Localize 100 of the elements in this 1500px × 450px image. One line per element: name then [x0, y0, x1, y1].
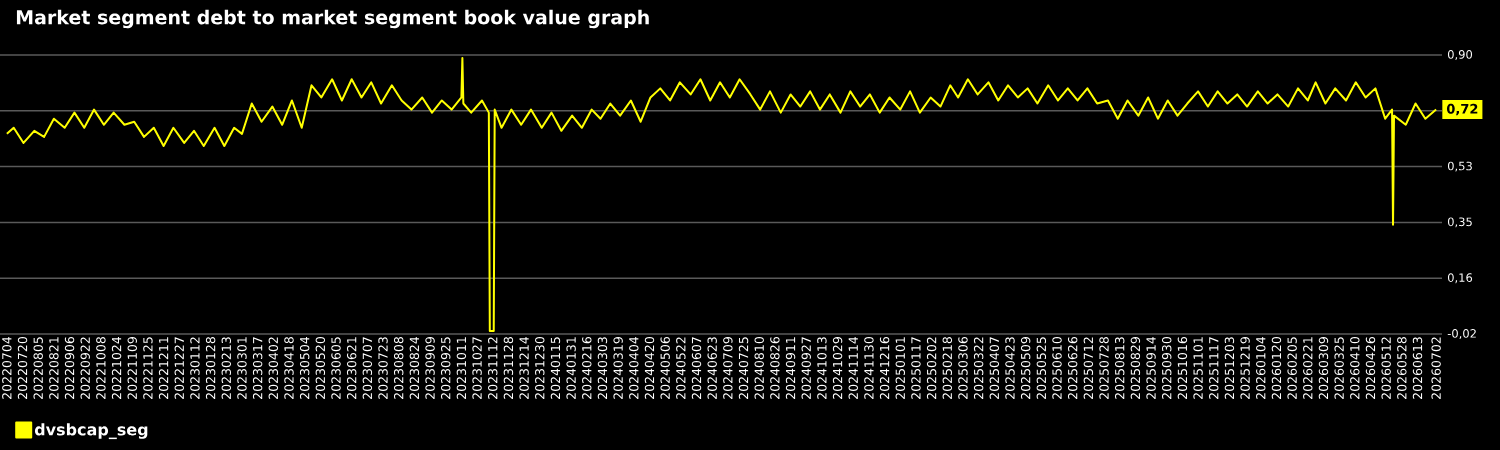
x-tick-label: 20250306: [958, 337, 968, 399]
x-tick-label: 20250728: [1099, 337, 1109, 399]
x-tick-label: 20240927: [801, 337, 811, 399]
x-tick-label: 20240319: [613, 337, 623, 399]
x-tick-label: 20230824: [409, 336, 420, 399]
x-tick-label: 20241130: [864, 337, 874, 399]
x-tick-label: 20231011: [456, 337, 467, 399]
x-tick-label: 20240506: [660, 337, 670, 399]
x-tick-label: 20250202: [926, 337, 937, 399]
x-tick-label: 20231230: [535, 337, 545, 399]
x-tick-label: 20240725: [738, 337, 749, 399]
x-tick-label: 20230605: [331, 337, 341, 399]
x-tick-label: 20241114: [848, 336, 858, 399]
x-tick-label: 20231128: [503, 337, 514, 399]
x-tick-label: 20251203: [1224, 337, 1235, 399]
annotation: 0,72: [1446, 103, 1478, 116]
x-tick-label: 20221109: [127, 337, 137, 399]
x-tick-label: 20241216: [879, 337, 890, 399]
x-tick-label: 20251117: [1209, 337, 1219, 399]
x-tick-label: 20251016: [1177, 337, 1188, 399]
x-tick-label: 20260325: [1334, 337, 1344, 399]
x-tick-label: 20221227: [174, 337, 184, 399]
x-tick-label: 20240404: [629, 336, 639, 399]
x-tick-label: 20240607: [691, 337, 702, 399]
x-tick-label: 20251101: [1193, 337, 1203, 399]
x-tick-label: 20241013: [817, 337, 827, 399]
x-tick-label: 20250813: [1114, 337, 1125, 399]
x-tick-label: 20250423: [1005, 337, 1015, 399]
x-tick-label: 20230520: [315, 337, 326, 399]
x-tick-label: 20250829: [1130, 337, 1141, 399]
y-tick-label: -0,02: [1447, 329, 1476, 339]
x-tick-label: 20260410: [1350, 337, 1360, 399]
x-tick-label: 20231027: [472, 337, 482, 399]
x-tick-label: 20220922: [80, 337, 90, 399]
x-tick-label: 20230909: [425, 337, 435, 399]
x-tick-label: 20251219: [1240, 337, 1250, 399]
x-tick-label: 20240810: [754, 337, 764, 399]
x-tick-label: 20260120: [1271, 337, 1282, 399]
x-tick-label: 20260528: [1397, 337, 1407, 399]
x-tick-label: 20250610: [1052, 337, 1062, 399]
y-tick-label: 0,35: [1447, 217, 1472, 228]
x-tick-label: 20230723: [378, 337, 388, 399]
x-tick-label: 20250914: [1146, 336, 1156, 399]
x-tick-label: 20220805: [33, 337, 43, 399]
x-tick-label: 20240522: [676, 337, 686, 399]
x-tick-label: 20260205: [1287, 337, 1297, 399]
x-tick-label: 20250712: [1083, 337, 1094, 399]
x-tick-label: 20250525: [1036, 337, 1047, 399]
x-tick-label: 20240115: [550, 337, 561, 399]
x-tick-label: 20231112: [488, 337, 498, 399]
x-tick-label: 20240709: [723, 337, 733, 399]
x-tick-label: 20250117: [911, 337, 921, 399]
x-tick-label: 20221125: [143, 337, 153, 399]
x-tick-label: 20230112: [190, 337, 200, 399]
x-tick-label: 20221211: [158, 337, 169, 399]
x-tick-label: 20240216: [582, 337, 592, 399]
x-tick-label: 20220906: [64, 337, 75, 399]
x-tick-label: 20240420: [644, 337, 655, 399]
legend-label: dvsbcap_seg: [34, 423, 148, 440]
x-tick-label: 20220720: [17, 337, 28, 399]
x-tick-label: 20230808: [393, 337, 404, 399]
x-tick-label: 20240911: [785, 337, 796, 399]
x-tick-label: 20250101: [895, 337, 905, 399]
x-tick-label: 20250322: [973, 337, 984, 399]
x-tick-label: 20260613: [1412, 337, 1423, 399]
x-tick-label: 20230128: [205, 337, 216, 399]
x-tick-label: 20260221: [1303, 337, 1313, 399]
x-tick-label: 20260309: [1318, 337, 1329, 399]
x-tick-label: 20250218: [942, 337, 953, 399]
x-tick-label: 20250930: [1162, 337, 1172, 399]
x-tick-label: 20260426: [1365, 337, 1376, 399]
x-tick-label: 20230213: [221, 337, 232, 399]
x-tick-label: 20260104: [1256, 336, 1266, 399]
x-tick-label: 20230925: [441, 337, 451, 399]
x-tick-label: 20230504: [299, 336, 310, 399]
x-tick-label: 20220821: [49, 337, 59, 399]
y-tick-label: 0,16: [1447, 273, 1473, 284]
x-tick-label: 20250626: [1067, 337, 1078, 399]
x-tick-label: 20220704: [2, 336, 12, 399]
x-tick-label: 20230621: [346, 337, 357, 399]
chart-title: Market segment debt to market segment book value graph: [16, 9, 649, 29]
x-tick-label: 20260512: [1381, 337, 1391, 399]
x-tick-label: 20230301: [237, 337, 247, 399]
x-tick-label: 20230317: [252, 337, 263, 399]
x-tick-label: 20240623: [707, 337, 717, 399]
x-tick-label: 20250509: [1020, 337, 1031, 399]
x-tick-label: 20230402: [268, 337, 279, 399]
x-tick-label: 20231214: [519, 336, 529, 399]
y-tick-label: 0,90: [1447, 50, 1473, 60]
x-tick-label: 20260702: [1431, 337, 1441, 399]
x-tick-label: 20240303: [597, 337, 608, 399]
y-tick-label: 0,53: [1447, 161, 1472, 172]
x-tick-label: 20230418: [284, 337, 294, 399]
x-tick-label: 20241029: [832, 337, 843, 399]
x-tick-label: 20240826: [770, 337, 780, 399]
x-tick-label: 20230707: [362, 337, 373, 399]
x-tick-label: 20250407: [989, 337, 1000, 399]
x-tick-label: 20221024: [111, 336, 122, 399]
x-tick-label: 20221008: [96, 337, 106, 399]
x-tick-label: 20240131: [566, 337, 576, 399]
